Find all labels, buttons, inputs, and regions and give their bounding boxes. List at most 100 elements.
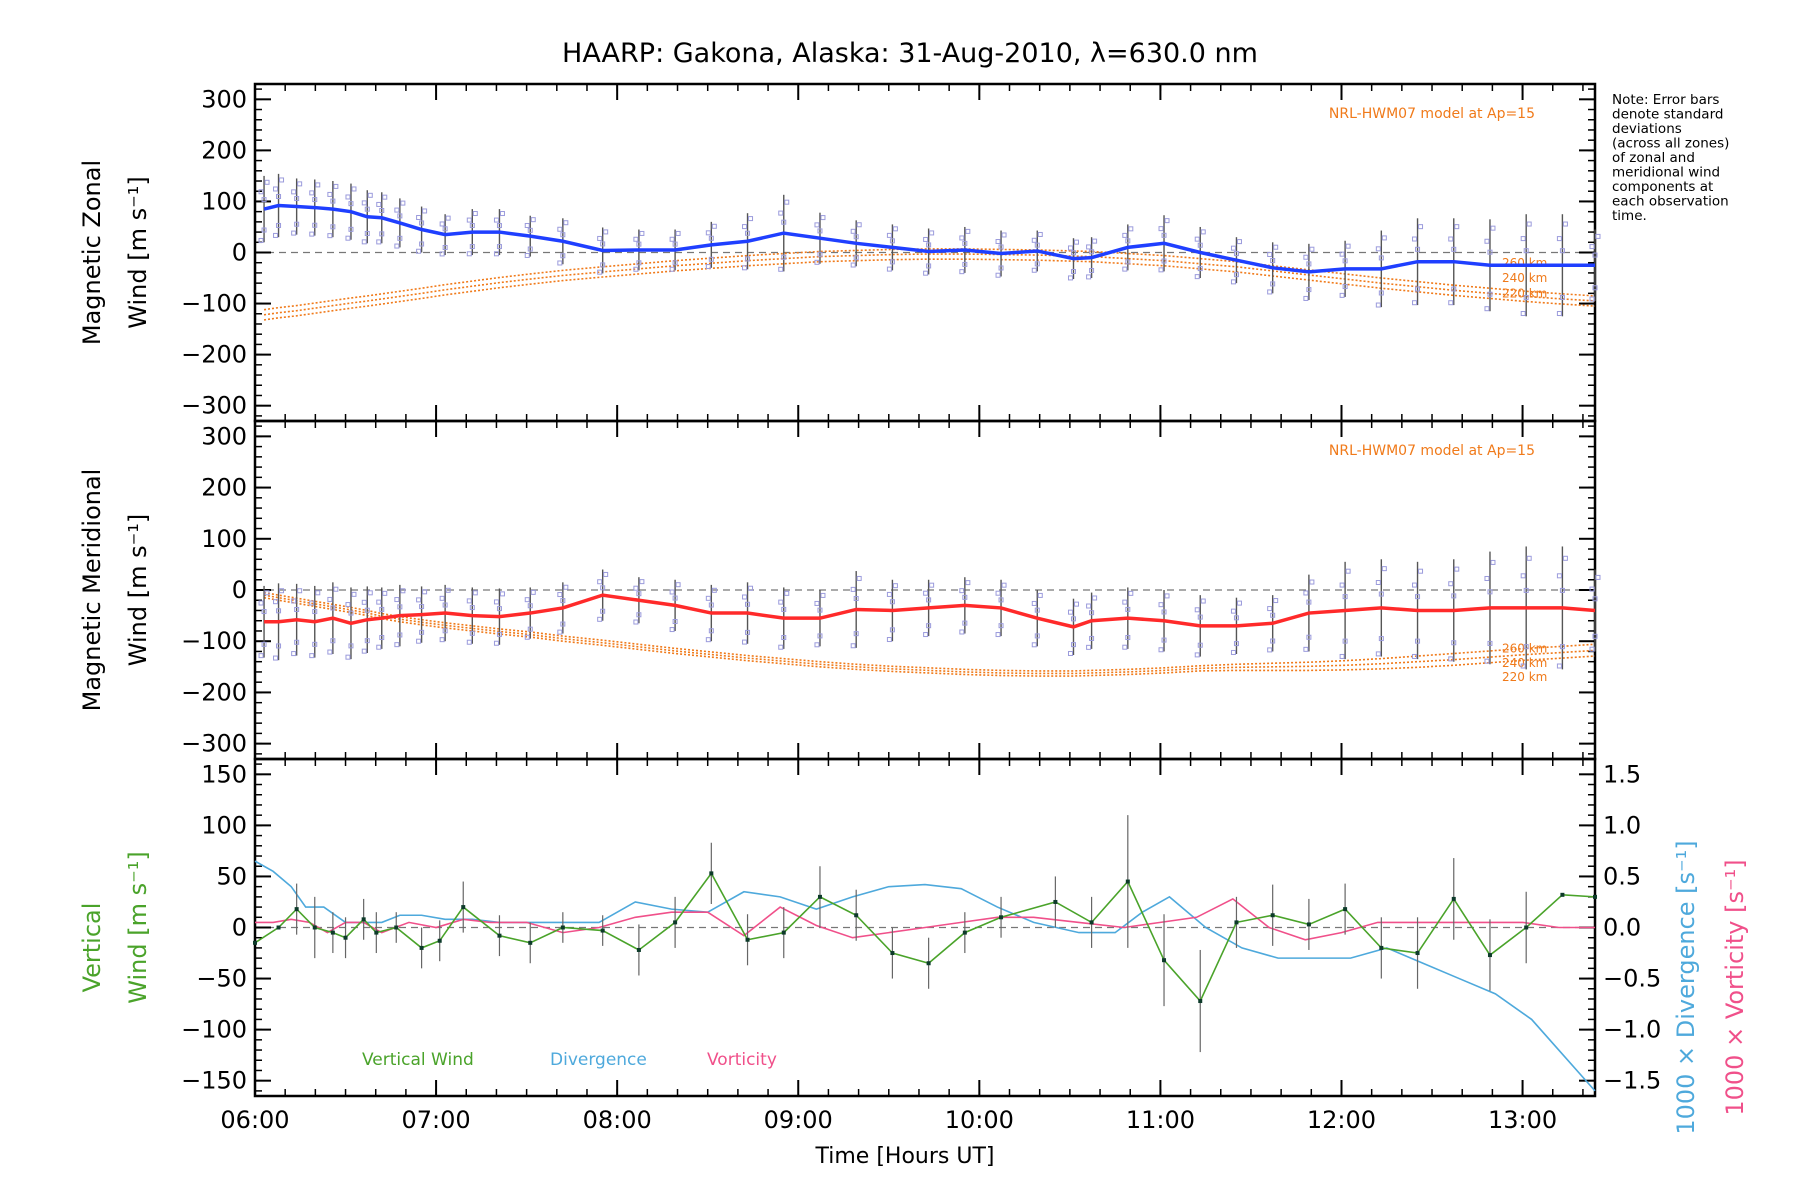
zone-marker — [675, 582, 681, 588]
right-y-tick-label: 1.5 — [1603, 760, 1641, 788]
zone-marker — [1412, 236, 1418, 242]
zone-marker — [1031, 267, 1037, 273]
zone-marker — [1378, 636, 1384, 642]
zone-marker — [959, 235, 965, 241]
model-label: NRL-HWM07 model at Ap=15 — [1329, 106, 1535, 122]
zone-marker — [1034, 242, 1040, 248]
zone-marker — [379, 635, 385, 641]
zone-marker — [466, 217, 472, 223]
zone-marker — [1037, 592, 1043, 598]
zone-marker — [633, 619, 639, 625]
zone-marker — [817, 251, 823, 257]
zone-marker — [394, 207, 400, 213]
x-tick-label: 12:00 — [1307, 1106, 1376, 1134]
zone-marker — [261, 641, 267, 647]
zone-marker — [926, 263, 932, 269]
zone-marker — [778, 266, 784, 272]
zone-marker — [327, 649, 333, 655]
zone-marker — [959, 588, 965, 594]
note-line: each observation — [1612, 194, 1729, 210]
zone-marker — [1339, 292, 1345, 298]
zone-marker — [442, 628, 448, 634]
zone-marker — [636, 260, 642, 266]
zone-marker — [1339, 653, 1345, 659]
zone-marker — [1070, 616, 1076, 622]
zone-marker — [258, 189, 264, 195]
zone-marker — [496, 606, 502, 612]
zone-marker — [1592, 596, 1598, 602]
vertical-wind-point — [745, 937, 750, 942]
vertical-wind-point — [1234, 920, 1239, 925]
zone-marker — [560, 232, 566, 238]
zone-marker — [923, 270, 929, 276]
zone-marker — [705, 637, 711, 643]
zone-marker — [469, 630, 475, 636]
zone-marker — [850, 262, 856, 268]
zone-marker — [1158, 647, 1164, 653]
vertical-wind-point — [419, 945, 424, 950]
zone-marker — [1592, 252, 1598, 258]
zone-marker — [1378, 290, 1384, 296]
note-line: Note: Error bars — [1612, 92, 1719, 108]
zone-marker — [312, 609, 318, 615]
zone-marker — [1378, 591, 1384, 597]
zone-marker — [1197, 642, 1203, 648]
zone-marker — [1273, 598, 1279, 604]
vertical-wind-point — [312, 925, 317, 930]
zone-marker — [1122, 644, 1128, 650]
zone-marker — [400, 588, 406, 594]
zone-marker — [636, 591, 642, 597]
zone-marker — [276, 222, 282, 228]
zone-marker — [1233, 641, 1239, 647]
zone-marker — [889, 259, 895, 265]
zone-marker — [965, 580, 971, 586]
zone-marker — [1523, 644, 1529, 650]
y-tick-label: −100 — [181, 290, 247, 318]
zone-marker — [361, 648, 367, 654]
zone-marker — [279, 177, 285, 183]
vertical-wind-point — [1198, 999, 1203, 1004]
zone-marker — [1309, 246, 1315, 252]
vertical-wind-point — [253, 940, 257, 945]
zone-marker — [998, 597, 1004, 603]
zone-marker — [1339, 251, 1345, 257]
zone-marker — [853, 255, 859, 261]
model-altitude-label: 240 km — [1502, 271, 1547, 285]
zone-marker — [1001, 582, 1007, 588]
zone-marker — [361, 200, 367, 206]
zonal-wind-line — [263, 203, 1595, 274]
vertical-wind-point — [560, 925, 565, 930]
zone-marker — [442, 226, 448, 232]
zone-marker — [1556, 236, 1562, 242]
zone-marker — [361, 239, 367, 245]
zone-marker — [1164, 218, 1170, 224]
zone-marker — [1270, 638, 1276, 644]
zone-marker — [261, 609, 267, 615]
zone-marker — [1375, 302, 1381, 308]
zone-marker — [1125, 238, 1131, 244]
zone-marker — [273, 186, 279, 192]
zone-marker — [1070, 268, 1076, 274]
zone-marker — [330, 605, 336, 611]
zone-marker — [258, 600, 264, 606]
y-tick-label: 100 — [201, 187, 247, 215]
zone-marker — [1487, 589, 1493, 595]
zone-marker — [294, 196, 300, 202]
zone-marker — [379, 606, 385, 612]
zone-marker — [442, 602, 448, 608]
zone-marker — [817, 633, 823, 639]
vertical-wind-point — [1593, 894, 1597, 899]
vertical-wind-point — [276, 925, 281, 930]
vertical-wind-point — [926, 961, 931, 966]
zone-marker — [419, 241, 425, 247]
zone-marker — [273, 232, 279, 238]
zone-marker — [1197, 614, 1203, 620]
zone-marker — [1559, 587, 1565, 593]
zone-marker — [781, 635, 787, 641]
zone-marker — [965, 228, 971, 234]
vertical-wind-point — [330, 930, 335, 935]
vertical-wind-point — [394, 925, 399, 930]
zone-marker — [1164, 593, 1170, 599]
zone-marker — [1125, 259, 1131, 265]
zone-marker — [1454, 224, 1460, 230]
